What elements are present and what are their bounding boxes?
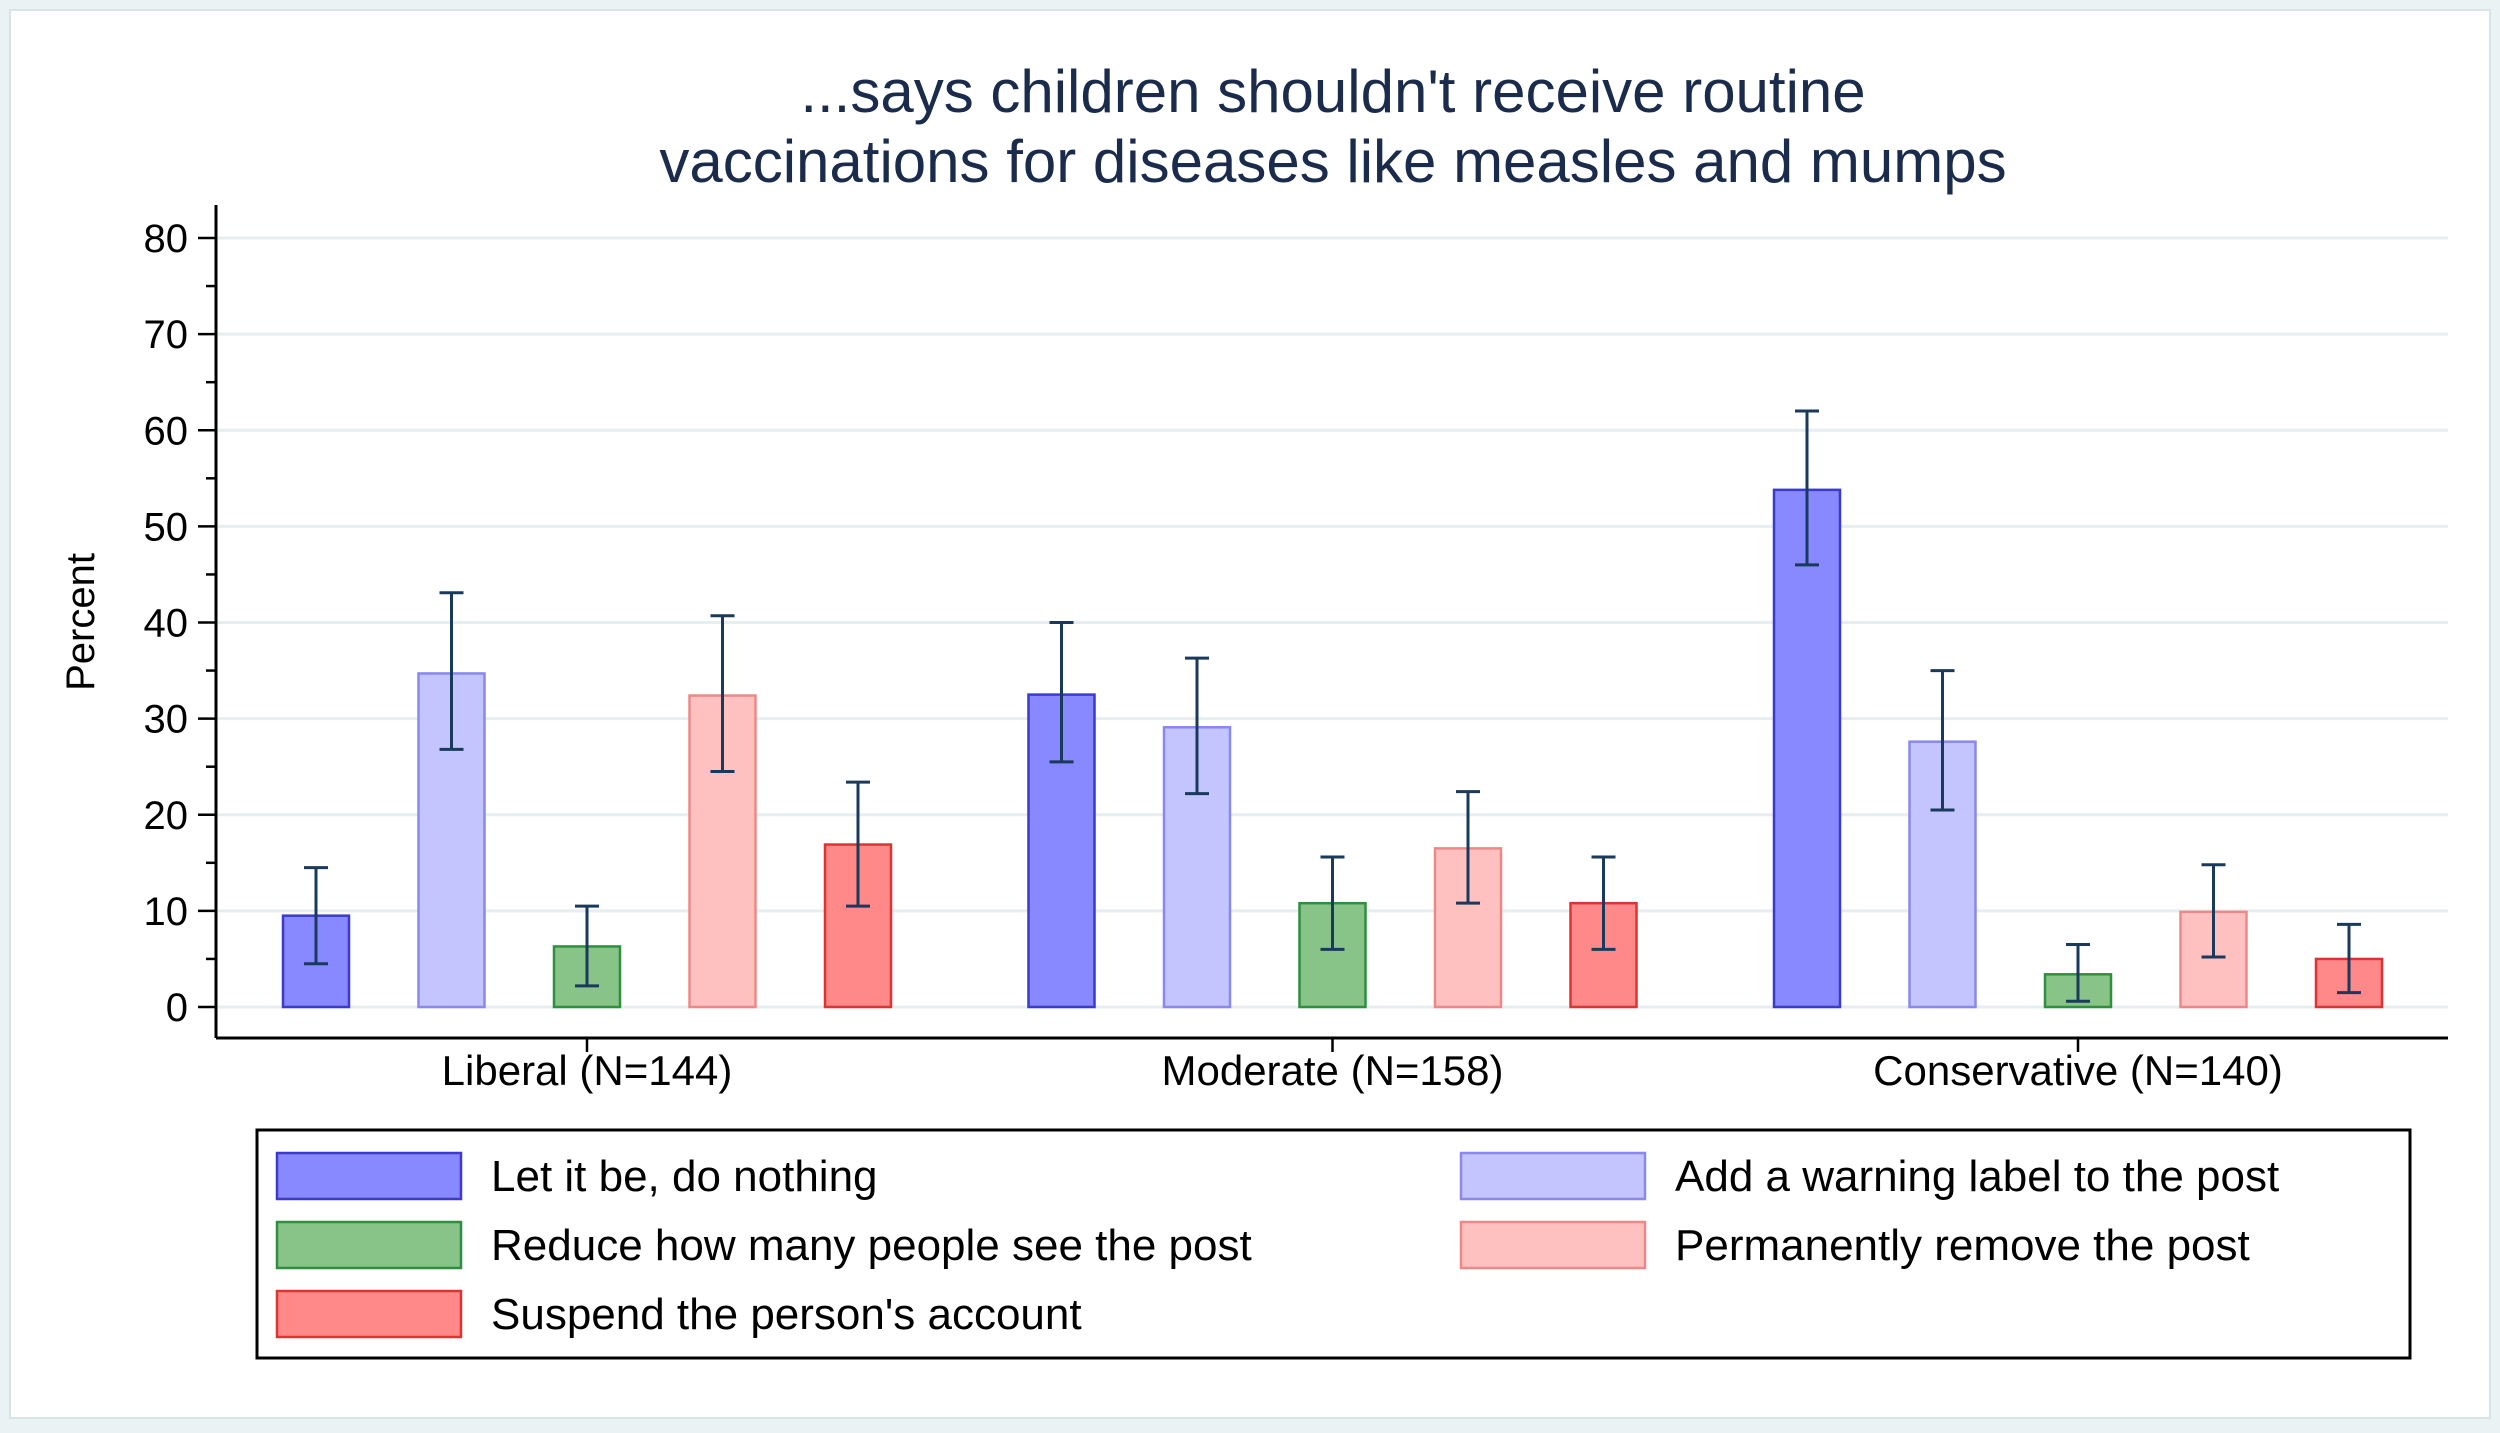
error-bars [304, 409, 2361, 1003]
category-labels: Liberal (N=144) Moderate (N=158) Conservat… [442, 1047, 2283, 1094]
y-tick-label: 80 [144, 217, 189, 261]
legend-label: Reduce how many people see the post [491, 1221, 1252, 1270]
y-tick-label: 40 [144, 602, 189, 646]
y-tick-label: 30 [144, 698, 189, 742]
x-tick-label: Moderate (N=158) [1161, 1047, 1503, 1094]
legend-swatch [1459, 1220, 1647, 1270]
legend-box [255, 1128, 2412, 1360]
legend: Let it be, do nothing Add a warning label… [255, 1128, 2412, 1360]
y-axis-title: Percent [59, 553, 103, 691]
chart-title-line-1: ...says children shouldn't receive routi… [800, 58, 1865, 125]
axes: 0 10 20 30 40 50 60 70 80 [144, 205, 2448, 1052]
y-tick-label: 60 [144, 409, 189, 453]
y-tick-label: 0 [166, 986, 188, 1030]
y-tick-label: 10 [144, 890, 189, 934]
legend-label: Suspend the person's account [491, 1290, 1082, 1339]
legend-label: Let it be, do nothing [491, 1152, 878, 1201]
x-tick-label: Conservative (N=140) [1873, 1047, 2283, 1094]
legend-swatch [275, 1220, 463, 1270]
y-tick-label: 70 [144, 313, 189, 357]
chart-title-line-2: vaccinations for diseases like measles a… [659, 128, 2006, 195]
legend-swatch [275, 1151, 463, 1201]
x-tick-label: Liberal (N=144) [442, 1047, 733, 1094]
legend-swatch [275, 1289, 463, 1339]
legend-swatch [1459, 1151, 1647, 1201]
y-tick-label: 20 [144, 794, 189, 838]
legend-label: Add a warning label to the post [1675, 1152, 2279, 1201]
legend-label: Permanently remove the post [1675, 1221, 2250, 1270]
bar [1298, 901, 1367, 1009]
y-tick-label: 50 [144, 505, 189, 549]
bar [1772, 488, 1842, 1009]
